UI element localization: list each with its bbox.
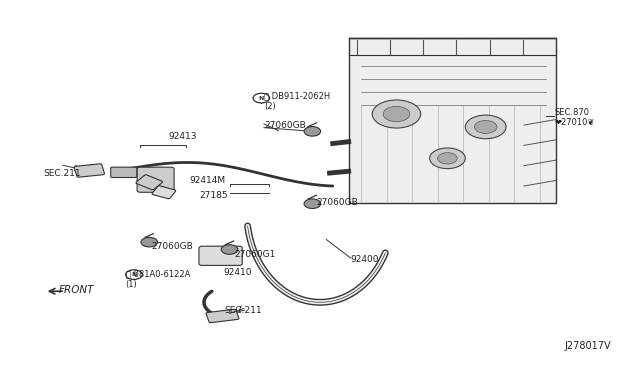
Text: J278017V: J278017V: [564, 340, 611, 350]
FancyBboxPatch shape: [74, 164, 104, 177]
Text: SEC.211: SEC.211: [225, 306, 262, 315]
Circle shape: [221, 245, 238, 254]
FancyBboxPatch shape: [137, 167, 174, 192]
Text: 27185: 27185: [199, 191, 228, 200]
Circle shape: [304, 199, 321, 209]
Text: 92400: 92400: [351, 255, 379, 264]
Text: 27060GB: 27060GB: [151, 243, 193, 251]
Text: N: N: [259, 96, 264, 100]
Circle shape: [253, 93, 269, 103]
Circle shape: [383, 106, 410, 122]
Text: 92414M: 92414M: [189, 176, 225, 185]
Circle shape: [125, 270, 142, 279]
FancyBboxPatch shape: [136, 175, 163, 190]
Text: N: N: [131, 272, 136, 277]
FancyBboxPatch shape: [152, 186, 176, 199]
Text: ⓝ 081A0-6122A
(1): ⓝ 081A0-6122A (1): [125, 269, 190, 289]
Circle shape: [141, 237, 157, 247]
Text: 27060G1: 27060G1: [234, 250, 275, 259]
Circle shape: [474, 121, 497, 134]
Text: FRONT: FRONT: [59, 285, 94, 295]
Circle shape: [372, 100, 420, 128]
Circle shape: [438, 153, 457, 164]
Circle shape: [429, 148, 465, 169]
Text: SEC.211: SEC.211: [43, 169, 81, 177]
Text: SEC.870
❤27010❦: SEC.870 ❤27010❦: [554, 108, 595, 127]
Text: 92413: 92413: [169, 132, 197, 141]
Text: 27060GB: 27060GB: [317, 198, 358, 207]
Text: 27060GB: 27060GB: [264, 121, 306, 129]
Text: ⓝ DB911-2062H
(2): ⓝ DB911-2062H (2): [264, 92, 330, 111]
FancyBboxPatch shape: [111, 167, 137, 177]
Text: 92410: 92410: [223, 268, 252, 277]
FancyBboxPatch shape: [349, 38, 556, 203]
Circle shape: [304, 126, 321, 136]
Circle shape: [465, 115, 506, 139]
FancyBboxPatch shape: [199, 246, 243, 265]
FancyBboxPatch shape: [206, 309, 239, 323]
